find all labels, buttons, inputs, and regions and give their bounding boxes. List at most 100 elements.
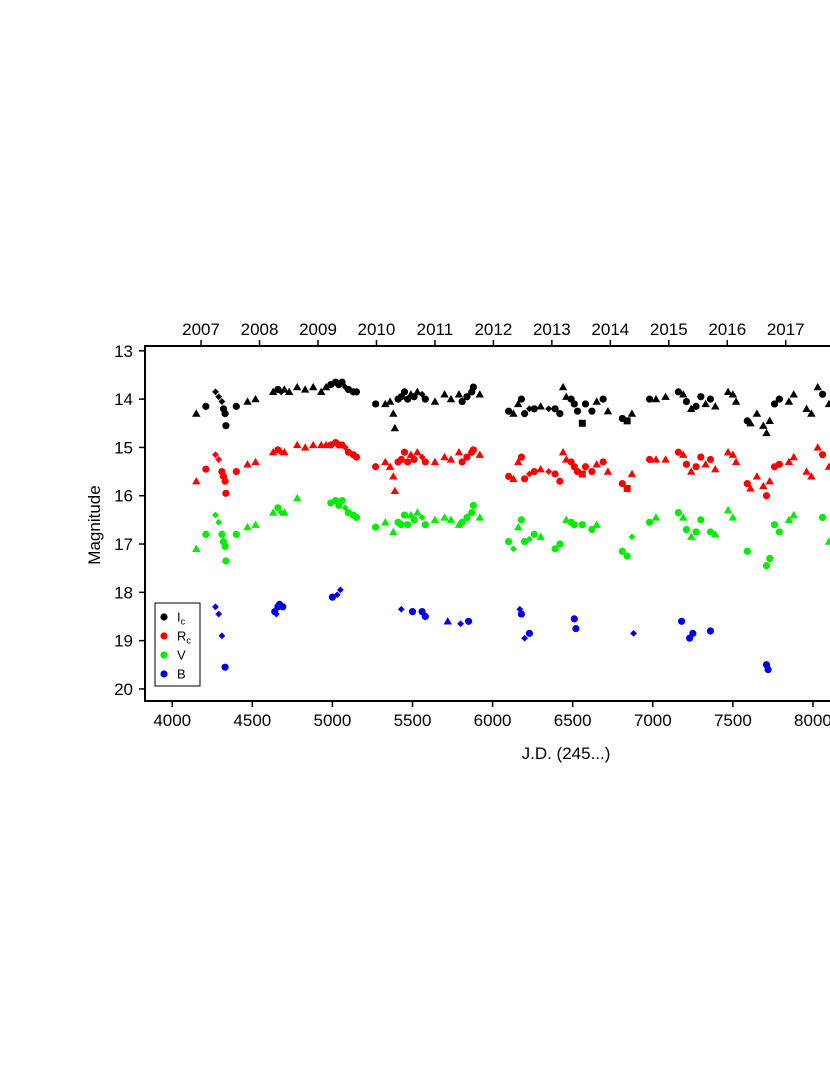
data-point-rc bbox=[627, 469, 637, 478]
data-point-v bbox=[475, 513, 484, 521]
data-point-rc bbox=[731, 457, 741, 466]
data-point-rc bbox=[789, 452, 798, 461]
data-point-rc bbox=[746, 484, 755, 492]
data-point-rc bbox=[692, 463, 700, 471]
data-point-rc bbox=[469, 446, 477, 454]
data-point-ic bbox=[692, 402, 700, 410]
data-point-ic bbox=[765, 416, 774, 425]
data-point-v bbox=[413, 508, 422, 516]
data-point-rc bbox=[599, 458, 607, 466]
data-point-v bbox=[352, 513, 361, 522]
data-point-v bbox=[628, 533, 636, 541]
data-point-ic bbox=[446, 394, 456, 403]
data-point-ic bbox=[723, 387, 733, 396]
data-point-rc bbox=[268, 448, 278, 456]
data-point-b bbox=[689, 629, 697, 637]
data-point-ic bbox=[599, 395, 607, 403]
data-point-v bbox=[679, 513, 688, 521]
data-point-rc bbox=[802, 467, 811, 475]
data-point-rc bbox=[421, 458, 429, 466]
data-point-v bbox=[463, 513, 471, 522]
data-point-v bbox=[711, 530, 720, 538]
data-point-ic bbox=[592, 397, 601, 405]
x-tick-label: 8000 bbox=[794, 711, 830, 730]
data-point-v bbox=[280, 508, 289, 516]
data-point-ic bbox=[300, 385, 310, 393]
data-point-rc bbox=[723, 448, 733, 456]
data-point-b bbox=[215, 610, 223, 618]
data-point-rc bbox=[521, 475, 529, 483]
data-point-ic bbox=[701, 399, 710, 408]
data-point-rc bbox=[404, 458, 412, 466]
data-point-ic bbox=[221, 410, 229, 418]
data-point-b bbox=[218, 632, 226, 640]
data-point-ic bbox=[807, 409, 816, 417]
data-point-rc bbox=[645, 455, 654, 464]
data-point-ic bbox=[458, 397, 466, 406]
data-point-rc bbox=[410, 455, 418, 464]
data-point-v bbox=[784, 515, 794, 524]
data-point-v bbox=[404, 521, 412, 529]
plot-frame bbox=[144, 345, 830, 702]
data-point-rc bbox=[588, 467, 596, 476]
data-point-rc bbox=[430, 457, 440, 466]
data-point-ic bbox=[475, 390, 484, 398]
data-point-b bbox=[443, 617, 452, 625]
top-year-label: 2016 bbox=[708, 320, 746, 339]
data-point-rc bbox=[775, 460, 783, 468]
data-point-v bbox=[818, 513, 827, 522]
legend-marker-v bbox=[160, 651, 168, 659]
data-point-rc bbox=[807, 472, 816, 480]
data-point-ic bbox=[759, 421, 768, 429]
data-point-v bbox=[770, 521, 779, 529]
data-point-rc bbox=[400, 448, 409, 456]
data-point-ic bbox=[556, 410, 564, 418]
data-point-rc bbox=[603, 467, 613, 475]
data-point-rc bbox=[578, 470, 586, 478]
data-point-ic bbox=[292, 382, 302, 391]
top-year-label: 2012 bbox=[474, 320, 512, 339]
data-point-rc bbox=[514, 457, 523, 466]
data-point-rc bbox=[581, 463, 590, 471]
data-point-v bbox=[723, 506, 733, 514]
data-point-ic bbox=[770, 400, 779, 408]
data-point-v bbox=[762, 562, 771, 570]
data-point-b bbox=[333, 591, 341, 599]
data-point-ic bbox=[308, 382, 318, 391]
data-point-v bbox=[251, 520, 260, 528]
data-point-rc bbox=[711, 464, 720, 473]
data-point-rc bbox=[232, 467, 240, 476]
data-point-ic bbox=[674, 388, 683, 396]
data-point-b bbox=[397, 605, 405, 613]
data-point-ic bbox=[372, 400, 380, 408]
data-point-v bbox=[430, 515, 440, 524]
data-point-ic bbox=[505, 407, 513, 415]
data-point-v bbox=[212, 511, 219, 519]
data-point-ic bbox=[682, 397, 691, 406]
data-point-b bbox=[457, 620, 464, 628]
data-point-rc bbox=[679, 450, 688, 458]
x-tick-label: 6000 bbox=[474, 711, 512, 730]
data-point-rc bbox=[743, 480, 751, 488]
data-point-rc bbox=[251, 457, 260, 466]
legend-label-b: B bbox=[177, 667, 186, 682]
data-point-b bbox=[706, 627, 715, 635]
top-year-label: 2008 bbox=[241, 320, 279, 339]
data-point-ic bbox=[536, 402, 545, 410]
data-point-ic bbox=[232, 402, 240, 410]
data-point-ic bbox=[400, 388, 409, 396]
data-point-ic bbox=[385, 397, 395, 405]
data-point-v bbox=[274, 504, 282, 512]
data-point-v bbox=[418, 514, 426, 521]
data-point-rc bbox=[556, 477, 564, 485]
data-point-b bbox=[678, 617, 686, 625]
data-point-ic bbox=[752, 409, 762, 417]
data-point-v bbox=[674, 509, 683, 517]
data-point-ic bbox=[521, 410, 529, 418]
data-point-v bbox=[551, 545, 559, 553]
data-point-v bbox=[536, 532, 545, 540]
x-tick-label: 5000 bbox=[314, 711, 352, 730]
data-point-b bbox=[328, 593, 337, 601]
data-point-v bbox=[454, 520, 464, 528]
data-point-rc bbox=[752, 472, 762, 480]
